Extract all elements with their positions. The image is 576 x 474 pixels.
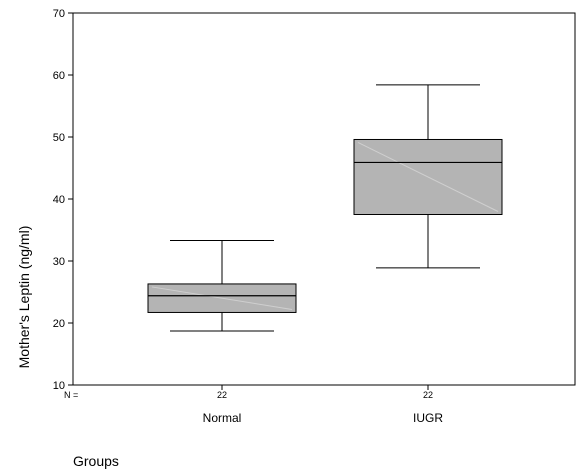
category-label: Normal [203,411,242,425]
y-tick-label: 40 [53,194,65,206]
box-series [147,84,503,332]
n-label: N = [64,390,78,400]
category-label: IUGR [413,411,443,425]
count-label: 22 [217,390,227,400]
box-sheen [357,142,499,212]
y-axis-title: Mother's Leptin (ng/ml) [16,226,32,369]
y-tick-label: 70 [53,8,65,20]
x-axis-title: Groups [73,453,119,469]
box-normal [147,240,297,332]
y-axis: 10 20 30 40 50 60 70 [53,8,73,392]
y-tick-label: 30 [53,256,65,268]
y-tick-label: 10 [53,380,65,392]
box-sheen [151,286,293,310]
y-tick-label: 60 [53,70,65,82]
y-tick-label: 50 [53,132,65,144]
x-axis: 22 Normal 22 IUGR [203,385,443,425]
box-iugr [353,84,503,269]
y-tick-label: 20 [53,318,65,330]
count-label: 22 [423,390,433,400]
